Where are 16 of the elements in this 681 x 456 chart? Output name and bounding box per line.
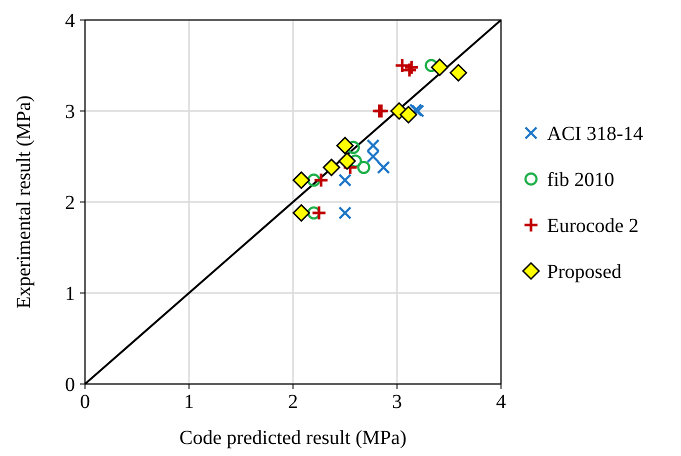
x-tick-label: 2 — [288, 391, 298, 413]
x-tick-label: 4 — [496, 391, 506, 413]
legend-label: fib 2010 — [547, 169, 614, 191]
x-axis-title: Code predicted result (MPa) — [179, 427, 407, 449]
y-tick-label: 2 — [65, 192, 75, 214]
x-tick-label: 0 — [80, 391, 90, 413]
x-tick-label: 3 — [392, 391, 402, 413]
y-tick-label: 0 — [65, 374, 75, 396]
x-tick-label: 1 — [184, 391, 194, 413]
legend-label: Proposed — [547, 261, 622, 283]
y-axis-title: Experimental result (MPa) — [13, 95, 35, 309]
y-tick-label: 3 — [65, 101, 75, 123]
y-tick-label: 1 — [65, 283, 75, 305]
legend-label: ACI 318-14 — [547, 123, 644, 145]
legend-label: Eurocode 2 — [547, 215, 639, 237]
y-tick-label: 4 — [65, 10, 75, 32]
